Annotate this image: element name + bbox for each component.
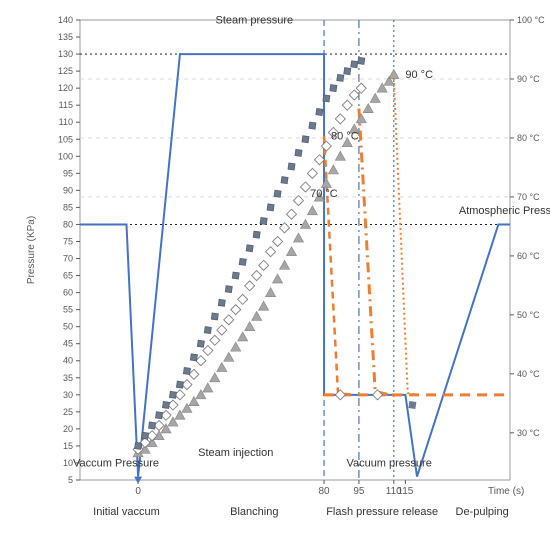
svg-text:40: 40	[63, 356, 73, 366]
svg-text:60: 60	[63, 288, 73, 298]
annotation: Vaccum Pressure	[73, 457, 159, 469]
svg-text:70: 70	[63, 254, 73, 264]
annotation: Atmospheric Pressure	[459, 205, 550, 217]
pressure-line	[80, 54, 510, 477]
svg-text:100 °C: 100 °C	[517, 15, 545, 25]
svg-text:10: 10	[63, 458, 73, 468]
svg-text:135: 135	[58, 32, 73, 42]
phase-label: Blanching	[230, 506, 278, 518]
svg-text:115: 115	[59, 100, 73, 110]
svg-text:50: 50	[63, 322, 73, 332]
svg-text:30 °C: 30 °C	[517, 428, 540, 438]
svg-text:25: 25	[63, 407, 73, 417]
svg-text:50 °C: 50 °C	[517, 310, 540, 320]
y1-axis-label: Pressure (KPa)	[26, 216, 37, 284]
annotation: Steam injection	[198, 447, 273, 459]
annotation: 70 °C	[310, 188, 338, 200]
svg-text:5: 5	[68, 475, 73, 485]
svg-text:20: 20	[63, 424, 73, 434]
svg-text:80: 80	[63, 219, 73, 229]
svg-text:30: 30	[63, 390, 73, 400]
svg-text:85: 85	[63, 202, 73, 212]
svg-text:75: 75	[63, 236, 73, 246]
orange-drop-line	[359, 109, 389, 395]
svg-text:70 °C: 70 °C	[517, 192, 540, 202]
annotation: 90 °C	[405, 69, 433, 81]
svg-text:65: 65	[63, 271, 73, 281]
svg-text:105: 105	[58, 134, 73, 144]
annotation: 80 °C	[331, 130, 359, 142]
phase-label: De-pulping	[456, 506, 509, 518]
svg-text:125: 125	[58, 66, 73, 76]
annotation: Vacuum pressure	[346, 457, 431, 469]
svg-text:40 °C: 40 °C	[517, 369, 540, 379]
svg-text:130: 130	[58, 49, 73, 59]
svg-text:110: 110	[59, 117, 73, 127]
annotation: Steam pressure	[215, 14, 293, 26]
x-axis-label: Time (s)	[488, 486, 524, 497]
svg-text:95: 95	[63, 168, 73, 178]
orange-drop-line	[324, 136, 352, 395]
phase-label: Initial vaccum	[93, 506, 160, 518]
svg-text:35: 35	[63, 373, 73, 383]
svg-text:0: 0	[135, 486, 141, 497]
svg-text:120: 120	[58, 83, 73, 93]
orange-drop-line	[394, 78, 417, 395]
svg-text:100: 100	[58, 151, 73, 161]
phase-label: Flash pressure release	[326, 506, 438, 518]
svg-text:80 °C: 80 °C	[517, 133, 540, 143]
svg-text:55: 55	[63, 305, 73, 315]
svg-text:115: 115	[397, 486, 413, 497]
svg-text:95: 95	[353, 486, 365, 497]
svg-text:90: 90	[63, 185, 73, 195]
svg-text:90 °C: 90 °C	[517, 74, 540, 84]
svg-text:45: 45	[63, 339, 73, 349]
chart: 5 10 15 20 25 30 35 40 45 50 55 60 65 70 75 80 85 90 95 100…	[0, 0, 550, 541]
svg-text:140: 140	[58, 15, 73, 25]
svg-text:80: 80	[318, 486, 330, 497]
svg-text:15: 15	[63, 441, 73, 451]
svg-text:60 °C: 60 °C	[517, 251, 540, 261]
